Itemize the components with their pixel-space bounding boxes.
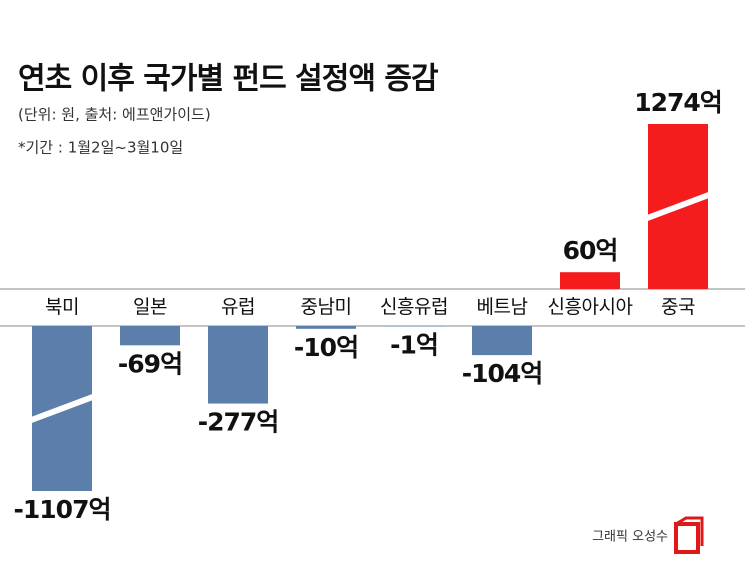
x-tick-label: 중국: [661, 296, 695, 318]
x-tick-label: 중남미: [301, 296, 352, 318]
value-label: -277억: [198, 408, 279, 437]
x-tick-label: 신흥아시아: [548, 296, 633, 318]
bar: [120, 326, 180, 346]
axis-break: [644, 191, 712, 222]
value-label: -69억: [118, 349, 182, 378]
x-tick-label: 신흥유럽: [380, 296, 448, 318]
bar: [560, 272, 620, 289]
x-tick-label: 베트남: [477, 296, 528, 318]
chart-note: *기간 : 1월2일~3월10일: [18, 139, 183, 157]
value-label: -1107억: [14, 495, 111, 524]
bar: [208, 326, 268, 404]
value-label: -1억: [390, 330, 438, 359]
x-tick-label: 북미: [45, 296, 79, 318]
value-label: -10억: [294, 333, 358, 362]
chart-title: 연초 이후 국가별 펀드 설정액 증감: [18, 62, 439, 97]
value-label: 60억: [563, 236, 618, 265]
value-label: 1274억: [634, 88, 722, 117]
bar: [296, 326, 356, 329]
value-label: -104억: [462, 359, 543, 388]
credit: 그래픽 오성수: [592, 530, 668, 545]
axis-break: [28, 393, 96, 424]
x-tick-label: 일본: [133, 296, 167, 318]
chart-subtitle: (단위: 원, 출처: 에프앤가이드): [18, 106, 211, 124]
bar: [472, 326, 532, 356]
logo: [674, 516, 704, 554]
x-tick-label: 유럽: [221, 296, 255, 318]
bar: [384, 326, 444, 327]
